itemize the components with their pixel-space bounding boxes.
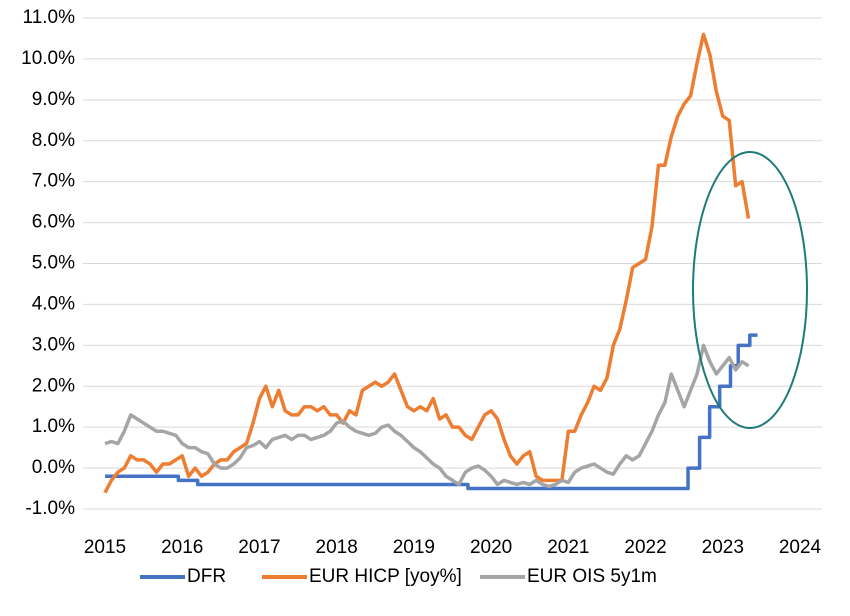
x-tick-label: 2016 [161,537,203,558]
legend-label: EUR OIS 5y1m [527,566,657,587]
x-tick-label: 2024 [779,537,822,558]
y-tick-label: 8.0% [32,130,75,151]
y-tick-label: 10.0% [21,48,75,69]
y-tick-label: 9.0% [32,89,75,110]
y-tick-label: 11.0% [23,7,76,28]
y-tick-label: 2.0% [32,375,75,396]
highlight-ellipse [692,151,808,429]
x-tick-label: 2015 [84,537,126,558]
legend-label: DFR [187,566,226,587]
series-line [105,333,758,491]
legend: DFR EUR HICP [yoy%] EUR OIS 5y1m [140,566,657,587]
x-tick-label: 2018 [316,537,358,558]
series-line [103,32,751,494]
x-tick-label: 2020 [470,537,512,558]
y-tick-label: 7.0% [32,171,75,192]
y-tick-label: 0.0% [32,457,75,478]
y-tick-label: 1.0% [32,416,75,437]
legend-label: EUR HICP [yoy%] [309,566,462,587]
y-tick-label: 3.0% [32,334,75,355]
plot-area [103,32,758,494]
x-tick-label: 2021 [547,537,589,558]
y-tick-label: 4.0% [32,293,75,314]
y-tick-label: 5.0% [32,253,75,274]
y-tick-label: 6.0% [32,212,75,233]
x-tick-label: 2023 [702,537,744,558]
grid: -1.0% 0.0% 1.0% 2.0% 3.0% 4.0% 5.0% 6.0% 7.0% 8.0… [21,7,822,558]
x-tick-label: 2019 [393,537,435,558]
y-tick-label: -1.0% [25,498,75,519]
x-tick-label: 2022 [624,537,666,558]
x-tick-label: 2017 [238,537,280,558]
series-line [104,343,750,489]
